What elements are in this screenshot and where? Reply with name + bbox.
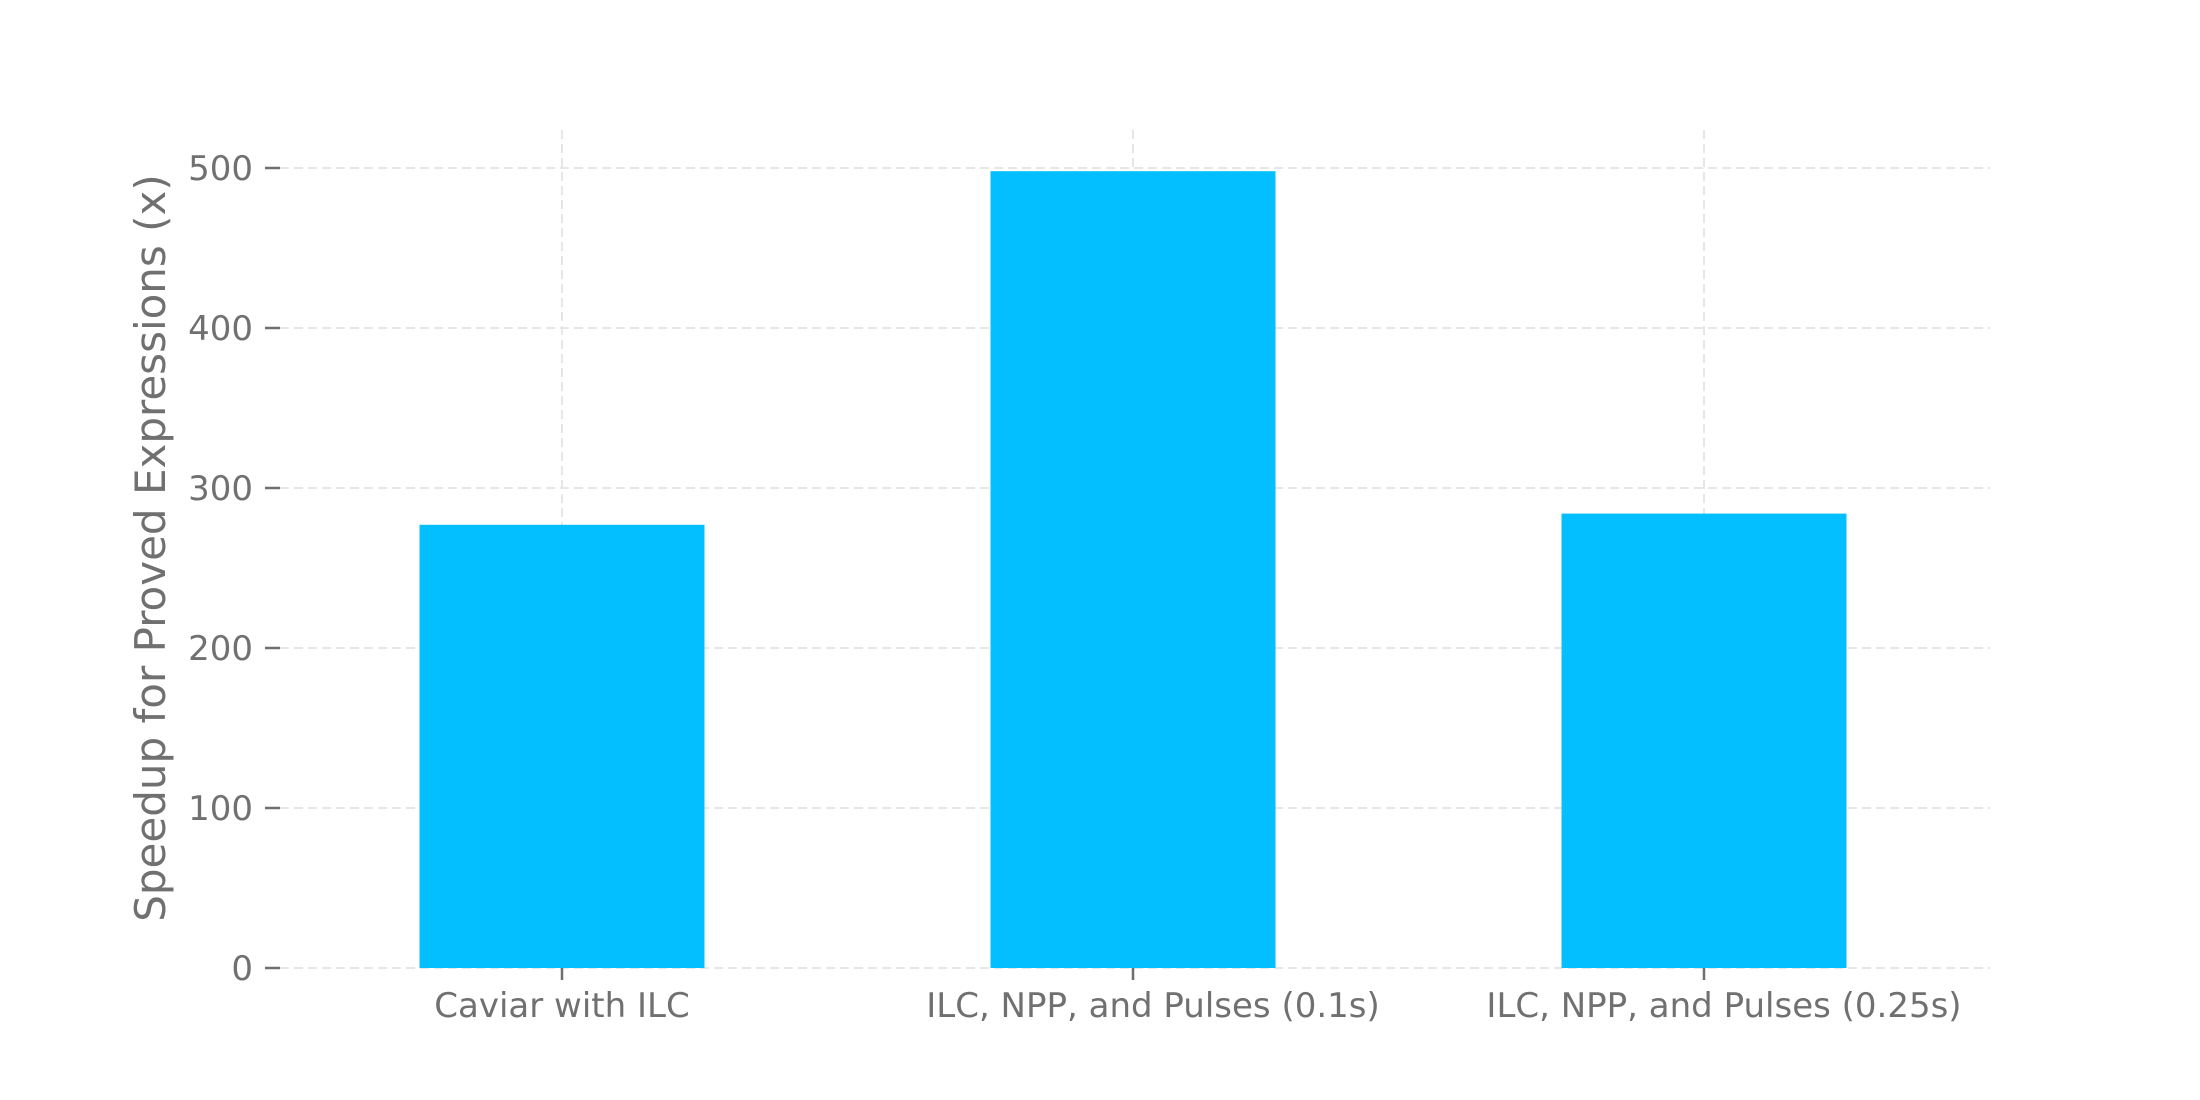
x-tick-label: Caviar with ILC	[434, 986, 689, 1026]
x-tick-label: ILC, NPP, and Pulses (0.25s)	[1486, 986, 1961, 1026]
bars	[419, 171, 1847, 968]
y-tick-label: 300	[188, 469, 253, 509]
y-tick-label: 200	[188, 629, 253, 669]
y-tick-label: 500	[188, 149, 253, 189]
axis-ticks	[265, 166, 1706, 980]
y-tick-label: 400	[188, 309, 253, 349]
bar	[990, 171, 1276, 968]
bar	[419, 524, 705, 968]
tick-labels: 0 100 200 300 400 500 Caviar with ILC ILC, NPP,…	[188, 149, 1961, 1026]
bar	[1561, 513, 1847, 968]
y-axis-label: Speedup for Proved Expressions (x)	[126, 174, 175, 922]
x-tick-label: ILC, NPP, and Pulses (0.1s)	[926, 986, 1380, 1026]
y-tick-label: 100	[188, 789, 253, 829]
y-tick-label: 0	[231, 949, 253, 989]
